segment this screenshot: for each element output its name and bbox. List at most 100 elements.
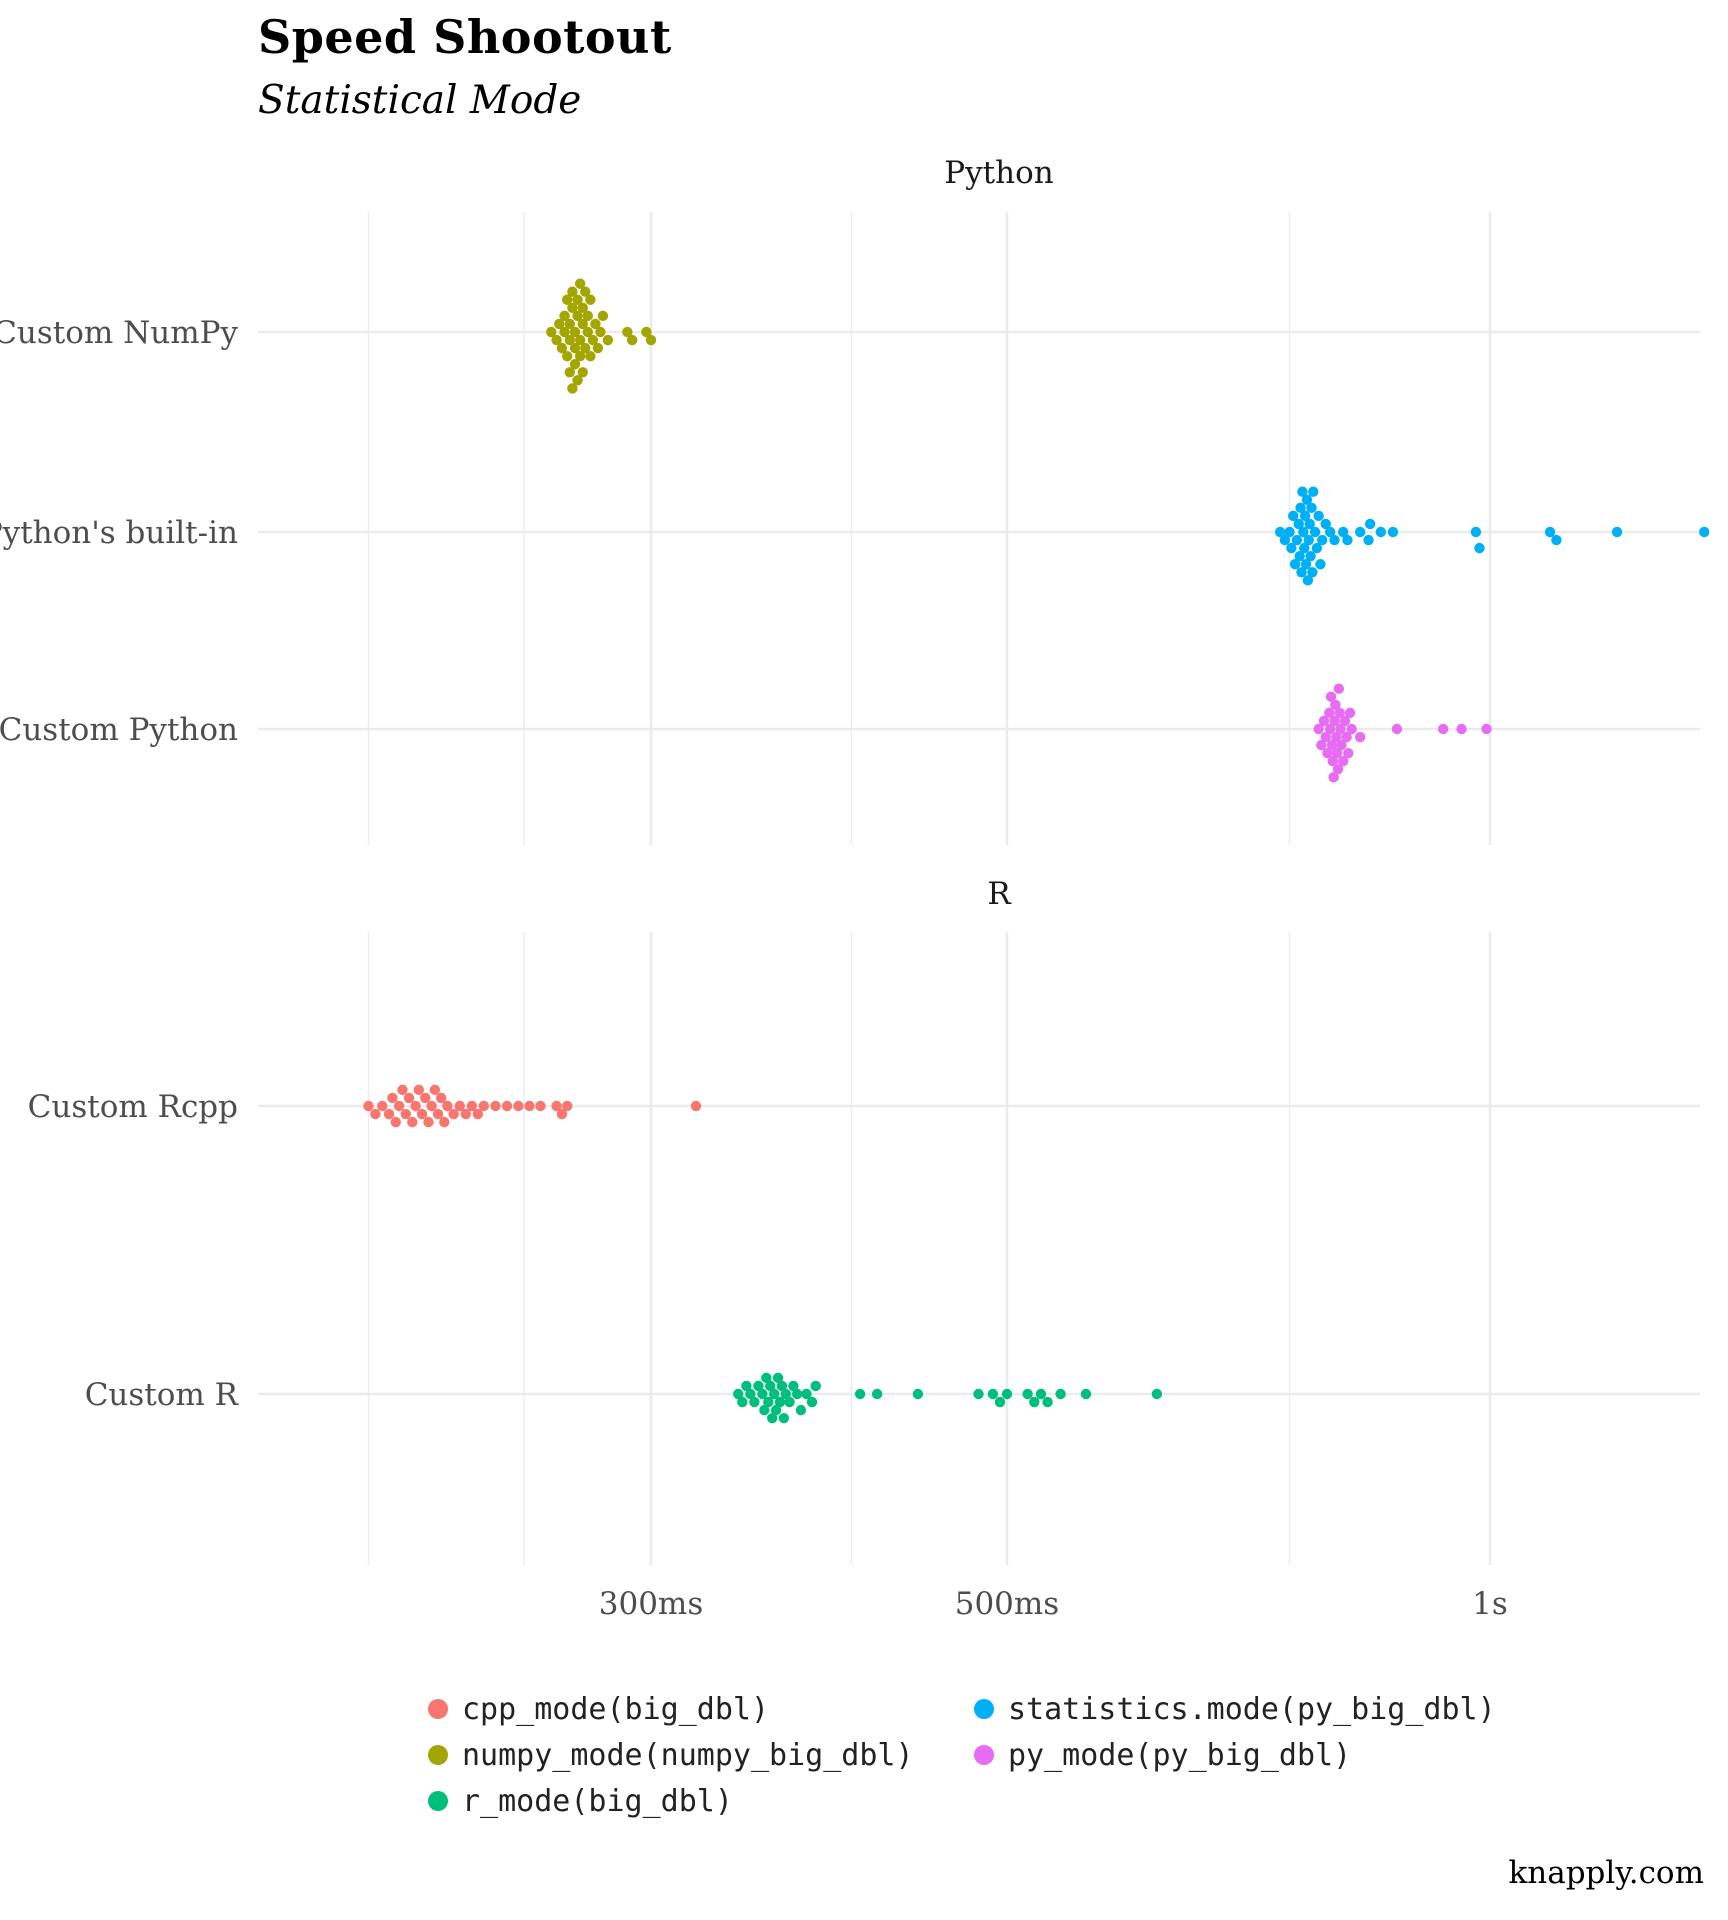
data-point <box>1551 534 1562 546</box>
data-point <box>390 1116 401 1128</box>
data-point <box>490 1100 501 1112</box>
data-point <box>400 1108 411 1120</box>
data-point <box>448 1108 459 1120</box>
data-point <box>1316 534 1328 546</box>
data-point <box>383 1108 395 1120</box>
data-point <box>407 1116 418 1128</box>
data-point <box>1325 691 1337 702</box>
data-point <box>1307 567 1318 578</box>
data-point <box>554 318 565 330</box>
data-point <box>1326 739 1338 751</box>
data-point <box>595 326 606 338</box>
data-point <box>393 1100 405 1112</box>
facet-strip-label: R <box>987 876 1012 912</box>
data-point <box>585 294 596 305</box>
data-point <box>561 1100 573 1112</box>
legend-dot-icon <box>974 1699 994 1719</box>
y-tick-label: Python's built-in <box>0 515 238 551</box>
y-tick-label: Custom R <box>85 1377 240 1413</box>
x-tick-label: 1s <box>1472 1586 1508 1622</box>
data-point <box>556 1108 568 1120</box>
legend-dot-icon <box>974 1745 994 1765</box>
data-point <box>569 326 581 338</box>
data-point <box>413 1084 425 1096</box>
data-point <box>1339 715 1351 727</box>
legend-item: py_mode(py_big_dbl) <box>974 1736 1534 1774</box>
data-point <box>788 1380 799 1392</box>
data-point <box>767 1412 778 1424</box>
data-point <box>1313 723 1324 735</box>
data-point <box>1299 542 1310 554</box>
legend-label: numpy_mode(numpy_big_dbl) <box>462 1737 914 1773</box>
data-point <box>574 334 586 346</box>
data-point <box>1329 715 1340 727</box>
data-point <box>387 1092 398 1104</box>
data-point <box>733 1388 744 1400</box>
data-point <box>577 367 588 378</box>
data-point <box>561 294 573 305</box>
data-point <box>572 294 583 305</box>
data-point <box>1387 526 1399 538</box>
data-point <box>1303 534 1314 546</box>
data-point <box>641 326 652 338</box>
data-point <box>690 1100 702 1112</box>
data-point <box>513 1100 524 1112</box>
data-point <box>1313 510 1324 522</box>
data-point <box>1333 683 1345 694</box>
data-point <box>791 1388 803 1400</box>
legend-dot-icon <box>428 1745 448 1765</box>
data-point <box>1328 772 1339 783</box>
data-point <box>763 1396 774 1408</box>
data-point <box>776 1380 788 1392</box>
data-point <box>1305 550 1316 562</box>
data-point <box>1318 715 1330 727</box>
data-point <box>1304 518 1315 530</box>
y-tick-label: Custom Python <box>0 712 238 748</box>
data-point <box>1330 699 1341 711</box>
data-point <box>741 1380 752 1392</box>
data-point <box>1286 542 1297 554</box>
data-point <box>1437 723 1449 735</box>
data-point <box>1288 510 1299 522</box>
legend-label: cpp_mode(big_dbl) <box>462 1691 770 1727</box>
data-point <box>564 367 575 378</box>
data-point <box>551 1100 562 1112</box>
data-point <box>994 1396 1006 1408</box>
data-point <box>772 1372 784 1384</box>
data-point <box>1320 731 1331 743</box>
data-point <box>795 1404 807 1416</box>
y-tick-label: Custom Rcpp <box>28 1089 238 1125</box>
legend-dot-icon <box>428 1791 448 1811</box>
data-point <box>761 1372 772 1384</box>
data-point <box>587 334 599 346</box>
data-point <box>1456 723 1467 735</box>
data-point <box>1341 731 1352 743</box>
data-point <box>472 1108 484 1120</box>
data-point <box>780 1388 791 1400</box>
caption-credit: knapply.com <box>1508 1855 1704 1891</box>
data-point <box>1306 502 1317 514</box>
data-point <box>580 286 591 297</box>
data-point <box>1336 739 1347 751</box>
legend-label: r_mode(big_dbl) <box>462 1783 733 1819</box>
y-tick-label: Custom NumPy <box>0 315 238 351</box>
data-point <box>1331 747 1343 759</box>
data-point <box>590 318 601 330</box>
data-point <box>1293 518 1304 530</box>
data-point <box>1324 526 1336 538</box>
data-point <box>1279 534 1291 546</box>
data-point <box>778 1412 790 1424</box>
data-point <box>987 1388 999 1400</box>
data-point <box>439 1116 450 1128</box>
data-point <box>1298 526 1309 538</box>
legend-dot-icon <box>428 1699 448 1719</box>
data-point <box>810 1380 821 1392</box>
data-point <box>737 1396 748 1408</box>
data-point <box>1327 756 1338 767</box>
data-point <box>585 350 596 362</box>
data-point <box>1001 1388 1013 1400</box>
data-point <box>454 1100 465 1112</box>
data-point <box>432 1108 444 1120</box>
facet-strip-label: Python <box>944 155 1053 191</box>
